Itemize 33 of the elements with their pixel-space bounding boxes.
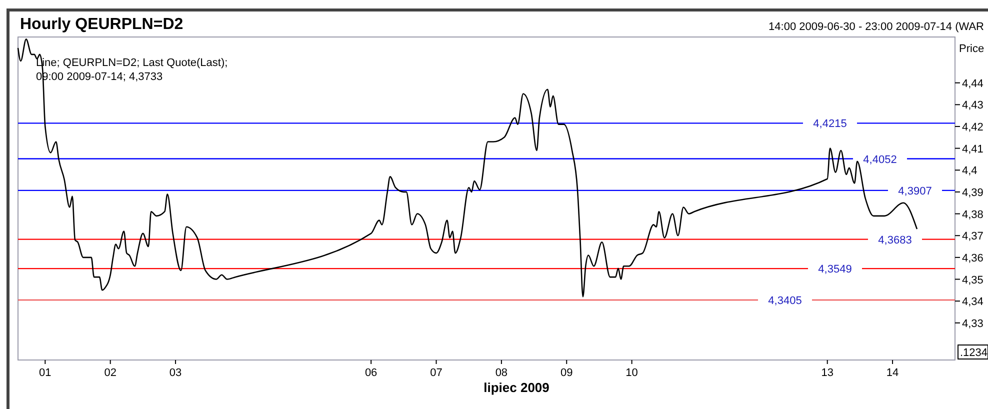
x-tick-label: 08 bbox=[495, 367, 508, 379]
x-tick-label: 07 bbox=[430, 367, 442, 379]
x-tick-label: 01 bbox=[39, 367, 52, 379]
chart-subtitle: 14:00 2009-06-30 - 23:00 2009-07-14 (WAR bbox=[768, 21, 984, 33]
ref-line-label: 4,4052 bbox=[863, 154, 897, 166]
y-tick-label: 4,37 bbox=[962, 230, 984, 243]
y-tick-label: 4,41 bbox=[962, 143, 984, 156]
ref-line-label: 4,3405 bbox=[768, 294, 802, 307]
x-tick-label: 06 bbox=[364, 367, 378, 379]
y-tick-label: 4,43 bbox=[962, 100, 984, 112]
y-tick-label: 4,33 bbox=[962, 318, 984, 330]
chart-title: Hourly QEURPLN=D2 bbox=[20, 16, 184, 33]
x-tick-label: 09 bbox=[560, 367, 573, 379]
text: .1234 bbox=[960, 347, 988, 359]
y-tick-label: 4,38 bbox=[962, 208, 984, 221]
ref-line-label: 4,3907 bbox=[898, 185, 932, 198]
y-tick-label: 4,42 bbox=[962, 121, 984, 134]
x-tick-label: 02 bbox=[104, 367, 116, 379]
x-tick-label: 03 bbox=[169, 367, 182, 379]
ref-line-label: 4,3549 bbox=[818, 264, 852, 276]
ref-line-label: 4,4215 bbox=[813, 118, 847, 130]
y-tick-label: 4,36 bbox=[962, 252, 984, 264]
y-axis-title: Price bbox=[959, 43, 984, 55]
x-tick-label: 14 bbox=[886, 367, 899, 379]
x-axis-title: lipiec 2009 bbox=[484, 380, 550, 395]
y-tick-label: 4,4 bbox=[962, 165, 978, 178]
ref-line-label: 4,3683 bbox=[878, 234, 912, 246]
y-tick-label: 4,44 bbox=[962, 78, 984, 90]
y-tick-label: 4,39 bbox=[962, 186, 984, 199]
x-tick-label: 10 bbox=[626, 367, 638, 379]
x-tick-label: 13 bbox=[821, 367, 834, 379]
y-tick-label: 4,35 bbox=[962, 274, 984, 286]
y-tick-label: 4,34 bbox=[962, 296, 984, 308]
